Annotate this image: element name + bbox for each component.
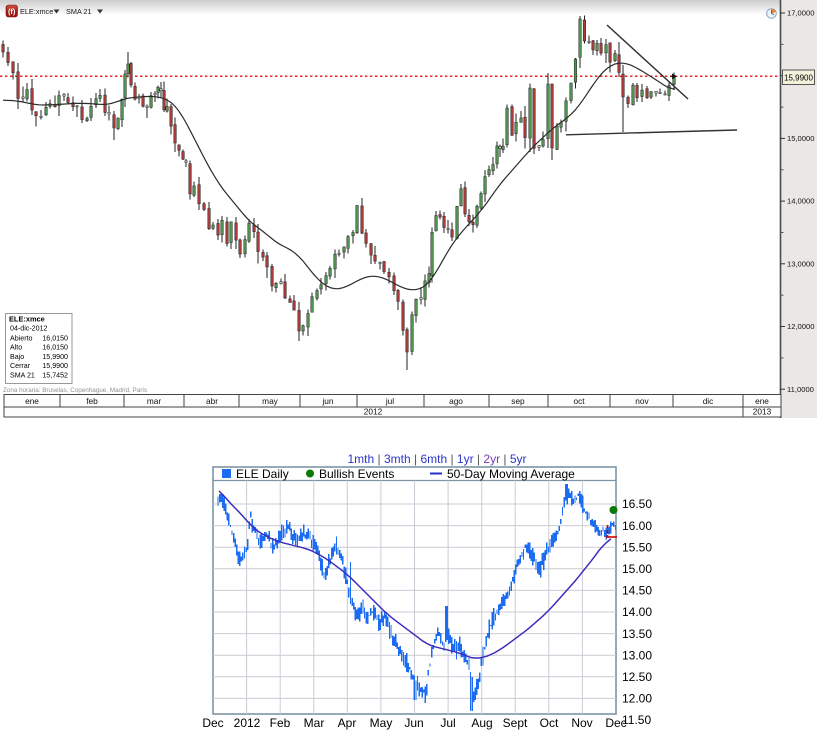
svg-text:1mth | 3mth | 6mth | 1yr | 2yr: 1mth | 3mth | 6mth | 1yr | 2yr | 5yr <box>347 452 526 466</box>
svg-text:SMA 21: SMA 21 <box>66 7 92 16</box>
svg-text:15,9900: 15,9900 <box>784 73 813 82</box>
svg-text:feb: feb <box>86 396 98 406</box>
svg-text:Aug: Aug <box>471 716 492 730</box>
svg-text:Bullish Events: Bullish Events <box>319 467 394 481</box>
svg-text:Jul: Jul <box>440 716 455 730</box>
svg-text:ELE Daily: ELE Daily <box>236 467 289 481</box>
svg-text:ene: ene <box>755 396 769 406</box>
svg-text:oct: oct <box>573 396 585 406</box>
svg-text:Mar: Mar <box>304 716 325 730</box>
svg-text:15,7452: 15,7452 <box>42 372 68 380</box>
svg-text:2012: 2012 <box>364 406 383 416</box>
svg-text:16,0150: 16,0150 <box>42 334 68 342</box>
svg-text:ELE:xmce: ELE:xmce <box>20 7 53 16</box>
svg-text:Abierto: Abierto <box>10 334 33 342</box>
svg-text:14.00: 14.00 <box>622 605 652 619</box>
svg-text:Feb: Feb <box>270 716 291 730</box>
svg-text:11,0000: 11,0000 <box>787 385 814 394</box>
svg-text:ene: ene <box>25 396 39 406</box>
svg-text:Sept: Sept <box>503 716 528 730</box>
svg-text:Dec: Dec <box>202 716 223 730</box>
svg-text:nov: nov <box>635 396 649 406</box>
svg-text:Cerrar: Cerrar <box>10 362 31 370</box>
svg-text:SMA 21: SMA 21 <box>10 372 35 380</box>
svg-text:Bajo: Bajo <box>10 353 24 361</box>
svg-text:14.50: 14.50 <box>622 584 652 598</box>
svg-text:Apr: Apr <box>338 716 357 730</box>
svg-text:May: May <box>370 716 393 730</box>
svg-text:50-Day Moving Average: 50-Day Moving Average <box>447 467 575 481</box>
svg-text:15,0000: 15,0000 <box>787 134 814 143</box>
svg-text:15.50: 15.50 <box>622 540 652 554</box>
svg-text:2013: 2013 <box>753 406 772 416</box>
svg-text:17,0000: 17,0000 <box>787 9 814 18</box>
svg-text:dic: dic <box>703 396 714 406</box>
svg-text:12.50: 12.50 <box>622 670 652 684</box>
svg-text:12,0000: 12,0000 <box>787 322 814 331</box>
svg-text:12.00: 12.00 <box>622 692 652 706</box>
svg-text:2012: 2012 <box>234 716 261 730</box>
svg-text:13.50: 13.50 <box>622 627 652 641</box>
svg-text:15.00: 15.00 <box>622 562 652 576</box>
svg-text:13.00: 13.00 <box>622 648 652 662</box>
svg-text:04-dic-2012: 04-dic-2012 <box>10 325 48 333</box>
svg-text:Dec: Dec <box>605 716 626 730</box>
svg-text:16.50: 16.50 <box>622 497 652 511</box>
svg-text:jun: jun <box>321 396 333 406</box>
svg-text:11.50: 11.50 <box>622 713 651 727</box>
svg-text:Nov: Nov <box>571 716 592 730</box>
svg-text:may: may <box>262 396 279 406</box>
svg-text:15,9900: 15,9900 <box>42 362 68 370</box>
svg-text:Zona horaria: Bruselas, Copenh: Zona horaria: Bruselas, Copenhague, Madr… <box>3 387 147 394</box>
svg-text:16,0150: 16,0150 <box>42 344 68 352</box>
svg-text:abr: abr <box>206 396 218 406</box>
svg-text:jul: jul <box>385 396 394 406</box>
svg-text:(f): (f) <box>8 7 16 16</box>
svg-text:sep: sep <box>511 396 525 406</box>
svg-text:Oct: Oct <box>540 716 559 730</box>
svg-text:Jun: Jun <box>404 716 423 730</box>
svg-text:Alto: Alto <box>10 344 22 352</box>
svg-text:mar: mar <box>147 396 162 406</box>
svg-text:ELE:xmce: ELE:xmce <box>9 315 45 324</box>
svg-text:ago: ago <box>449 396 463 406</box>
svg-text:16.00: 16.00 <box>622 519 652 533</box>
svg-text:15,9900: 15,9900 <box>42 353 68 361</box>
svg-text:13,0000: 13,0000 <box>787 259 814 268</box>
svg-text:14,0000: 14,0000 <box>787 197 814 206</box>
